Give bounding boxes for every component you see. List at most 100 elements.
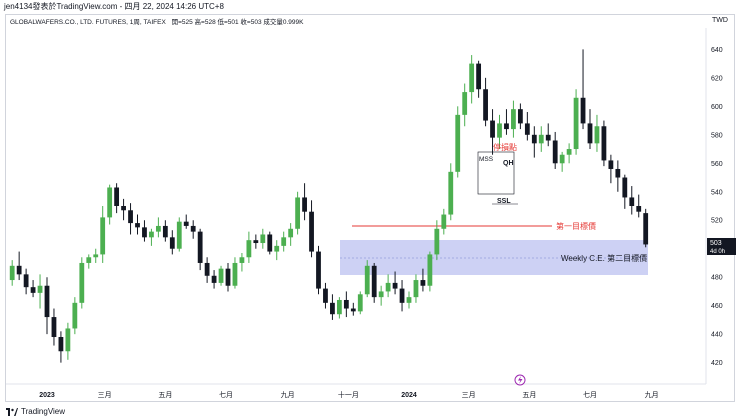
candle-body <box>441 214 447 229</box>
price-axis: 420440460480500520540560580600620640 <box>711 47 723 367</box>
ssl-label: SSL <box>497 198 511 205</box>
time-tick-label: 七月 <box>219 390 233 399</box>
candle-body <box>281 237 287 246</box>
candle-body <box>197 231 203 263</box>
candle-body <box>114 187 120 206</box>
candle-body <box>483 89 488 121</box>
symbol-legend[interactable]: GLOBALWAFERS.CO., LTD. FUTURES, 1周, TAIF… <box>10 17 304 26</box>
candle-body <box>267 234 273 252</box>
last-price-value: 503 <box>710 240 722 247</box>
candle-body <box>371 265 377 298</box>
last-price-tag <box>707 238 736 255</box>
candle-body <box>44 285 50 318</box>
candle-body <box>142 227 147 238</box>
candle-body <box>183 221 189 226</box>
tradingview-logo[interactable]: TradingView <box>6 404 65 419</box>
price-tick-label: 520 <box>711 218 723 225</box>
candle-body <box>448 171 454 215</box>
candle-body <box>100 217 106 255</box>
lightning-icon[interactable] <box>514 374 526 386</box>
publish-header: jen4134發表於TradingView.com - 四月 22, 2024 … <box>0 0 740 14</box>
price-tick-label: 600 <box>711 104 723 111</box>
candle-body <box>9 265 15 281</box>
candle-body <box>455 114 461 172</box>
candle-body <box>517 109 523 124</box>
time-tick-label: 三月 <box>462 391 476 399</box>
candle-body <box>538 134 544 144</box>
candle-body <box>406 297 412 303</box>
weekly-ce-zone <box>340 240 648 275</box>
candle-body <box>587 123 593 144</box>
candle-body <box>615 168 621 178</box>
candle-body <box>497 123 502 138</box>
candle-body <box>149 231 154 238</box>
candle-body <box>573 97 579 150</box>
candle-body <box>302 197 307 212</box>
candle-body <box>121 206 126 211</box>
candle-body <box>427 254 433 286</box>
candle-body <box>176 221 182 249</box>
candle-body <box>420 280 426 286</box>
candles-group <box>9 49 649 363</box>
time-tick-label: 2024 <box>401 392 417 399</box>
candle-body <box>58 337 64 352</box>
candle-body <box>232 262 238 286</box>
candle-body <box>490 120 495 138</box>
price-tick-label: 540 <box>711 189 723 196</box>
ohlc-values: 開=525 高=528 低=501 收=503 成交量0.999K <box>172 17 305 26</box>
candle-body <box>190 225 196 232</box>
first-target-label: 第一目標價 <box>556 221 596 231</box>
candle-body <box>476 63 482 90</box>
qh-label: QH <box>503 160 514 167</box>
price-tick-label: 460 <box>711 303 723 310</box>
footer: TradingView <box>0 404 740 419</box>
second-target-label: Weekly C.E. 第二目標價 <box>561 253 647 263</box>
time-axis: 2023 三月 五月 七月 九月 十一月 2024 三月 五月 七月 九月 <box>39 390 658 399</box>
candle-body <box>511 109 516 130</box>
candle-body <box>524 123 530 135</box>
candle-body <box>37 285 43 293</box>
candle-body <box>392 282 398 289</box>
time-tick-label: 五月 <box>522 391 536 399</box>
candle-body <box>413 280 419 298</box>
last-price-countdown: 4d 0h <box>710 249 725 255</box>
candle-body <box>343 299 349 309</box>
candle-body <box>65 328 71 352</box>
candle-body <box>622 177 628 198</box>
time-tick-label: 九月 <box>645 390 659 399</box>
candle-body <box>316 251 321 289</box>
time-tick-label: 三月 <box>98 391 112 399</box>
candle-body <box>211 275 217 283</box>
price-tick-label: 440 <box>711 332 723 339</box>
candle-body <box>399 288 405 303</box>
candle-body <box>225 268 231 286</box>
price-tick-label: 640 <box>711 47 723 54</box>
time-tick-label: 五月 <box>158 391 172 399</box>
candle-body <box>364 265 370 295</box>
footer-brand: TradingView <box>21 407 66 416</box>
candle-body <box>86 257 92 263</box>
candle-body <box>135 223 140 228</box>
time-tick-label: 七月 <box>583 390 597 399</box>
candle-body <box>601 126 607 161</box>
candle-body <box>246 240 252 258</box>
candle-body <box>434 228 440 255</box>
candle-body <box>93 254 99 258</box>
candle-body <box>643 213 649 245</box>
candle-body <box>309 211 314 252</box>
price-tick-label: 620 <box>711 75 723 82</box>
candle-body <box>545 134 551 141</box>
candle-body <box>559 154 565 164</box>
candle-body <box>72 302 78 329</box>
candle-body <box>16 265 22 275</box>
currency-label: TWD <box>712 17 728 24</box>
publish-header-text: jen4134發表於TradingView.com - 四月 22, 2024 … <box>4 2 224 11</box>
candle-body <box>330 302 335 315</box>
price-tick-label: 480 <box>711 275 723 282</box>
candle-body <box>155 225 161 232</box>
time-tick-label: 2023 <box>39 392 55 399</box>
chart-frame <box>5 14 735 402</box>
candle-body <box>128 210 133 224</box>
candle-body <box>162 225 168 238</box>
